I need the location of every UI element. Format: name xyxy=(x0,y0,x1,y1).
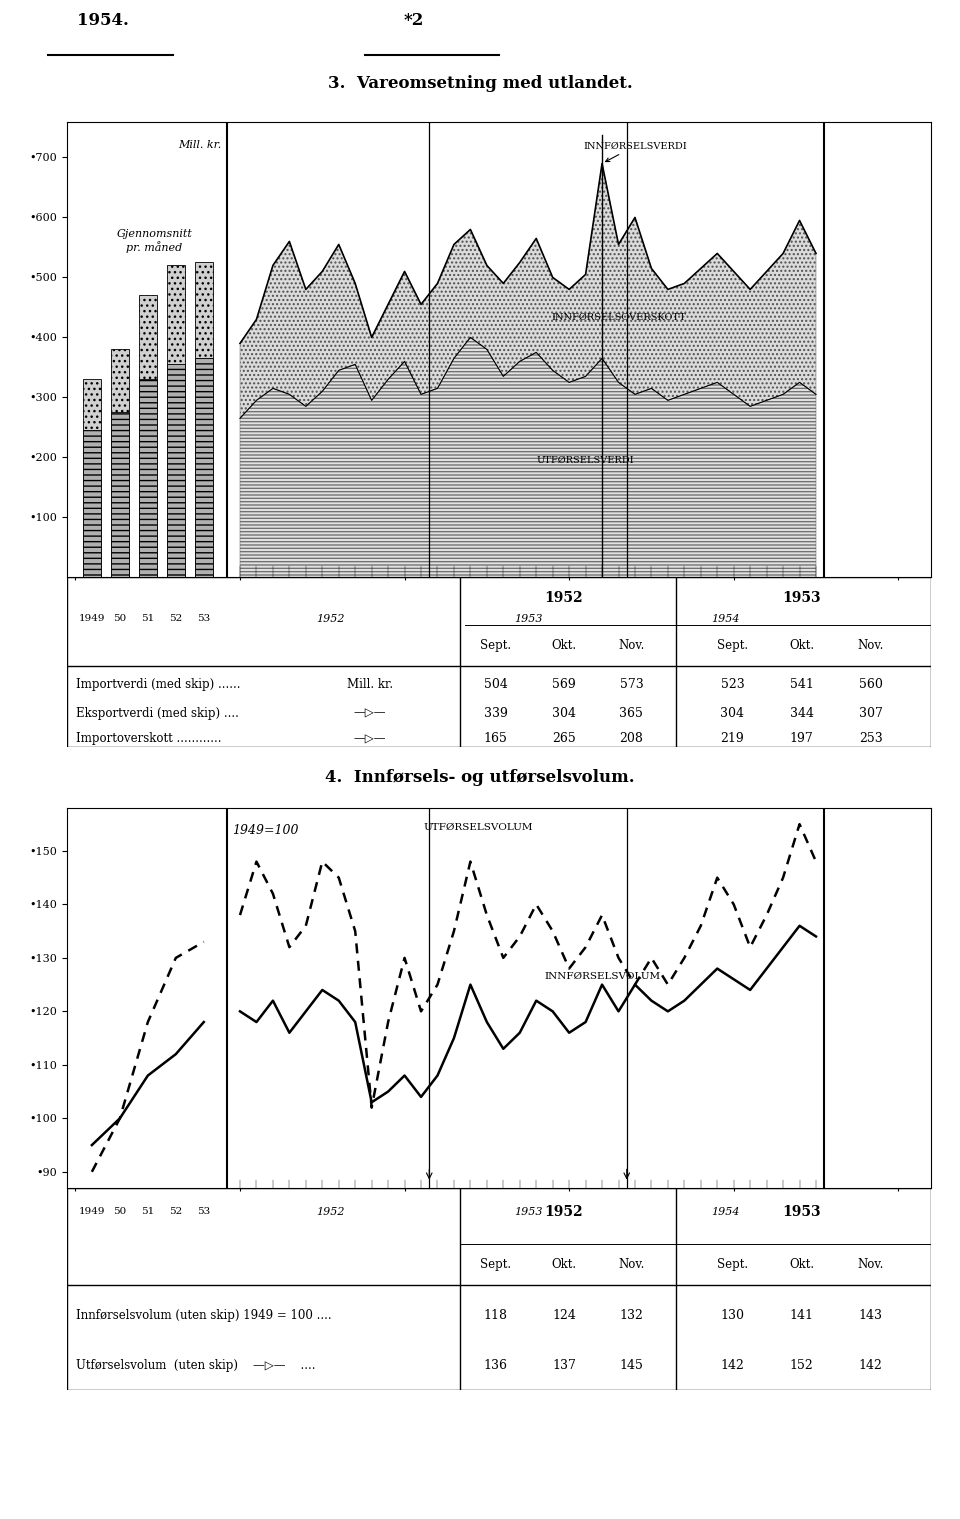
Text: Eksportverdi (med skip) ....: Eksportverdi (med skip) .... xyxy=(76,706,239,720)
Bar xyxy=(139,380,156,577)
Text: Sept.: Sept. xyxy=(480,1258,512,1271)
Text: Nov.: Nov. xyxy=(618,1258,644,1271)
Text: Importoverskott ............: Importoverskott ............ xyxy=(76,732,222,746)
Text: 1952: 1952 xyxy=(316,614,345,624)
Text: Okt.: Okt. xyxy=(789,639,814,652)
Text: —▷—: —▷— xyxy=(353,732,386,746)
Text: Sept.: Sept. xyxy=(480,639,512,652)
Text: 208: 208 xyxy=(619,732,643,746)
Text: 219: 219 xyxy=(721,732,744,746)
Text: 265: 265 xyxy=(552,732,576,746)
Text: INNFØRSELSVERDI: INNFØRSELSVERDI xyxy=(583,141,686,161)
Text: 1949=100: 1949=100 xyxy=(231,825,299,837)
Text: 1953: 1953 xyxy=(514,1206,542,1217)
Text: 52: 52 xyxy=(169,614,182,623)
Text: 53: 53 xyxy=(197,614,210,623)
Text: 304: 304 xyxy=(552,706,576,720)
Text: 142: 142 xyxy=(859,1360,882,1372)
Text: 50: 50 xyxy=(113,1206,127,1215)
Text: 136: 136 xyxy=(484,1360,508,1372)
Text: 51: 51 xyxy=(141,614,155,623)
Text: 1953: 1953 xyxy=(514,614,542,624)
Text: 1949: 1949 xyxy=(79,614,106,623)
Text: 137: 137 xyxy=(552,1360,576,1372)
Bar xyxy=(139,295,156,577)
Text: Importverdi (med skip) ......: Importverdi (med skip) ...... xyxy=(76,677,240,691)
Text: Okt.: Okt. xyxy=(789,1258,814,1271)
Text: 304: 304 xyxy=(720,706,745,720)
Text: UTFØRSELSVOLUM: UTFØRSELSVOLUM xyxy=(424,822,534,831)
Text: Gjennomsnitt
pr. måned: Gjennomsnitt pr. måned xyxy=(116,229,192,254)
Text: 165: 165 xyxy=(484,732,508,746)
Text: 560: 560 xyxy=(859,677,882,691)
Text: 130: 130 xyxy=(720,1309,745,1322)
Text: 142: 142 xyxy=(721,1360,744,1372)
Text: 504: 504 xyxy=(484,677,508,691)
Bar xyxy=(167,266,185,577)
Bar xyxy=(83,380,101,577)
Text: 1954.: 1954. xyxy=(77,12,129,29)
Text: Sept.: Sept. xyxy=(717,1258,748,1271)
Text: 197: 197 xyxy=(790,732,813,746)
Text: Okt.: Okt. xyxy=(551,1258,577,1271)
Text: 1954: 1954 xyxy=(711,614,740,624)
Bar xyxy=(195,358,213,577)
Text: 145: 145 xyxy=(619,1360,643,1372)
Text: 1949: 1949 xyxy=(79,1206,106,1215)
Text: 344: 344 xyxy=(789,706,813,720)
Text: 1952: 1952 xyxy=(544,1205,584,1220)
Text: Okt.: Okt. xyxy=(551,639,577,652)
Text: Mill. kr.: Mill. kr. xyxy=(179,140,222,149)
Text: UTFØRSELSVERDI: UTFØRSELSVERDI xyxy=(537,456,635,465)
Text: Sept.: Sept. xyxy=(717,639,748,652)
Text: 53: 53 xyxy=(197,1206,210,1215)
Text: 51: 51 xyxy=(141,1206,155,1215)
Text: 523: 523 xyxy=(721,677,744,691)
Text: Innførselsvolum (uten skip) 1949 = 100 ....: Innførselsvolum (uten skip) 1949 = 100 .… xyxy=(76,1309,331,1322)
Text: 569: 569 xyxy=(552,677,576,691)
Text: 541: 541 xyxy=(790,677,813,691)
Text: 132: 132 xyxy=(619,1309,643,1322)
Text: 141: 141 xyxy=(789,1309,813,1322)
Text: *2: *2 xyxy=(403,12,423,29)
Bar xyxy=(83,430,101,577)
Text: 1954: 1954 xyxy=(711,1206,740,1217)
Text: 573: 573 xyxy=(619,677,643,691)
Text: INNFØRSELSOVERSKOTT: INNFØRSELSOVERSKOTT xyxy=(551,313,685,322)
Text: 50: 50 xyxy=(113,614,127,623)
Bar xyxy=(195,263,213,577)
Text: 52: 52 xyxy=(169,1206,182,1215)
Text: 1953: 1953 xyxy=(782,591,821,605)
Text: INNFØRSELSVOLUM: INNFØRSELSVOLUM xyxy=(544,972,660,981)
Text: 1953: 1953 xyxy=(782,1205,821,1220)
Text: Utførselsvolum  (uten skip)    —▷—    ....: Utførselsvolum (uten skip) —▷— .... xyxy=(76,1360,315,1372)
Text: 253: 253 xyxy=(859,732,882,746)
Text: Nov.: Nov. xyxy=(618,639,644,652)
Text: 152: 152 xyxy=(790,1360,813,1372)
Text: Nov.: Nov. xyxy=(857,639,884,652)
Text: 3.  Vareomsetning med utlandet.: 3. Vareomsetning med utlandet. xyxy=(327,74,633,93)
Text: 339: 339 xyxy=(484,706,508,720)
Text: 1952: 1952 xyxy=(544,591,584,605)
Text: 124: 124 xyxy=(552,1309,576,1322)
Text: Mill. kr.: Mill. kr. xyxy=(347,677,393,691)
Text: 118: 118 xyxy=(484,1309,508,1322)
Bar xyxy=(110,349,129,577)
Bar xyxy=(110,412,129,577)
Text: 307: 307 xyxy=(859,706,882,720)
Text: 143: 143 xyxy=(858,1309,883,1322)
Text: 365: 365 xyxy=(619,706,643,720)
Bar xyxy=(167,365,185,577)
Text: 1952: 1952 xyxy=(316,1206,345,1217)
Text: 4.  Innførsels- og utførselsvolum.: 4. Innførsels- og utførselsvolum. xyxy=(325,769,635,787)
Text: Nov.: Nov. xyxy=(857,1258,884,1271)
Text: —▷—: —▷— xyxy=(353,706,386,720)
